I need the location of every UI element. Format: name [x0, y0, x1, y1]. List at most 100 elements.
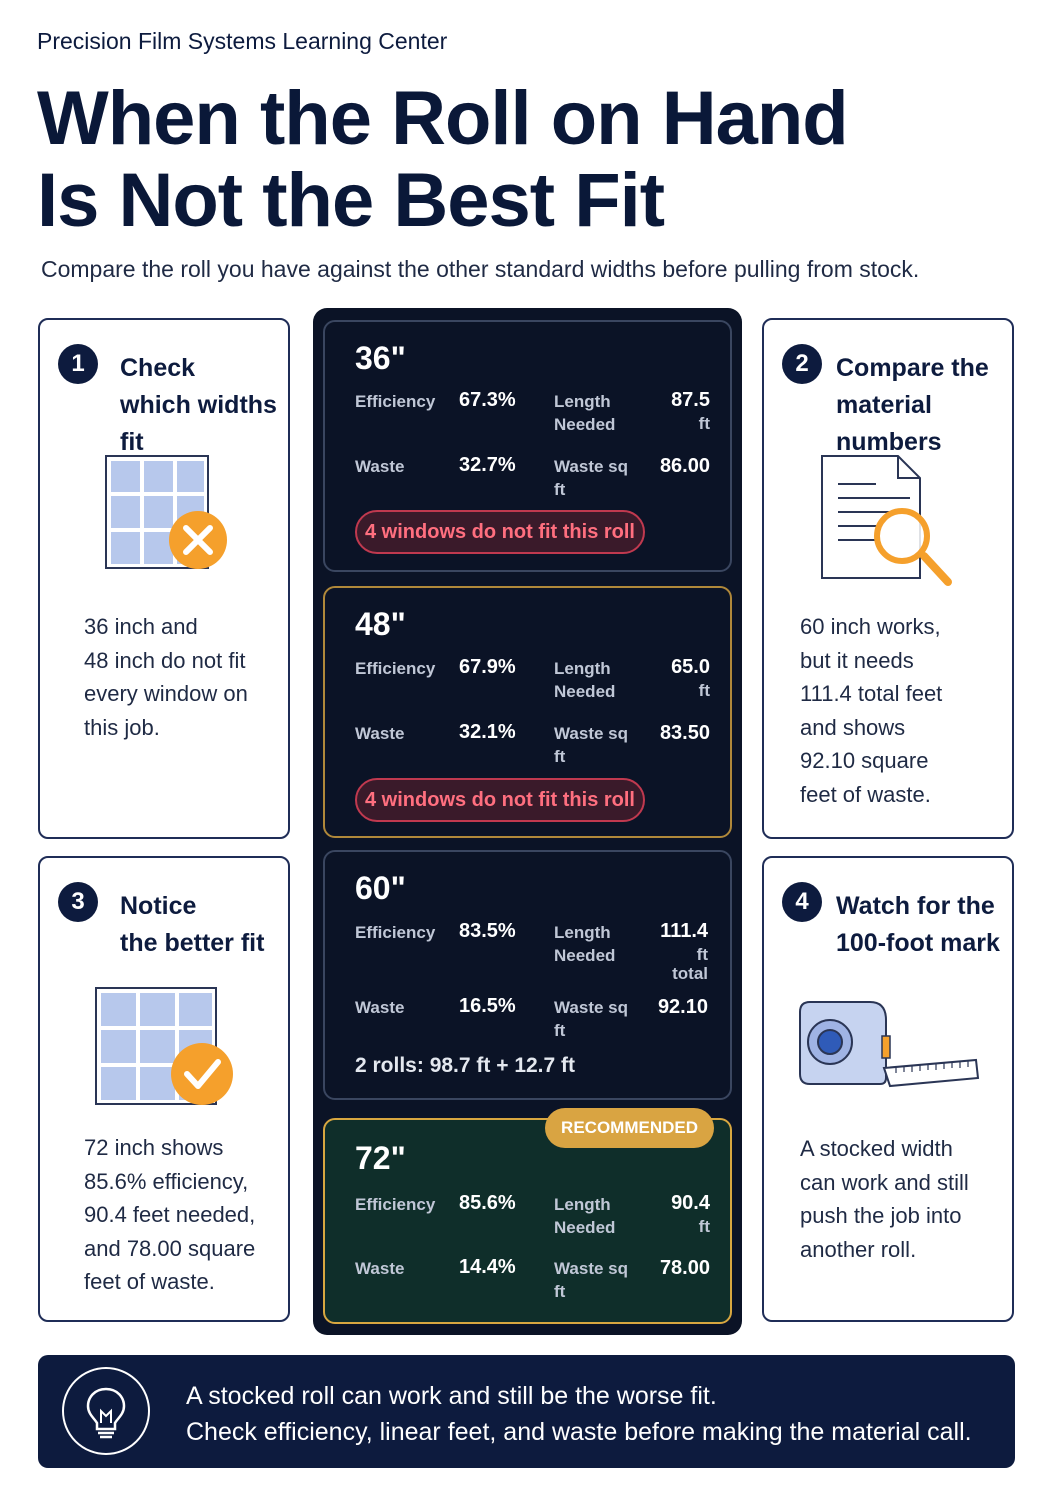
lightbulb-icon	[62, 1367, 150, 1455]
window-grid-check-icon	[94, 986, 240, 1115]
roll-card-36: 36" Efficiency 67.3% Length Needed 87.5 f…	[323, 320, 732, 572]
step-title-line1: Check	[120, 354, 196, 382]
step-description: 60 inch works, but it needs 111.4 total …	[800, 610, 942, 811]
step-title-line2: the better fit	[120, 929, 265, 957]
step-title-line1: Watch for the	[836, 892, 995, 920]
page-title-line2: Is Not the Best Fit	[37, 158, 665, 243]
roll-width: 48"	[355, 606, 406, 642]
step-title: Check which widths fit	[120, 350, 288, 461]
waste-value: 32.7%	[459, 454, 516, 476]
efficiency-label: Efficiency	[355, 1195, 436, 1214]
step-title-line1: Compare the	[836, 354, 989, 382]
page-subtitle: Compare the roll you have against the ot…	[41, 256, 920, 282]
length-value: 65.0	[671, 656, 710, 678]
document-magnifier-icon	[820, 454, 956, 599]
step-text-line: and 78.00 square	[84, 1235, 256, 1261]
takeaway-line2: Check efficiency, linear feet, and waste…	[186, 1418, 972, 1446]
roll-width: 72"	[355, 1140, 406, 1176]
step-text-line: another roll.	[800, 1236, 917, 1262]
roll-card-48: 48" Efficiency 67.9% Length Needed 65.0 f…	[323, 586, 732, 838]
length-label: Length Needed	[554, 392, 616, 434]
waste-sq-label: Waste sq ft	[554, 457, 629, 499]
step-number: 2	[782, 344, 822, 384]
waste-value: 32.1%	[459, 721, 516, 743]
step-number: 1	[58, 344, 98, 384]
length-value: 90.4	[671, 1192, 710, 1214]
step-description: A stocked width can work and still push …	[800, 1132, 969, 1266]
length-value: 111.4	[660, 920, 708, 942]
waste-value: 14.4%	[459, 1256, 516, 1278]
efficiency-value: 67.3%	[459, 389, 516, 411]
step-title: Watch for the 100-foot mark	[836, 888, 1000, 962]
step-card-1: 1 Check which widths fit 36 inch and 48 …	[38, 318, 290, 839]
length-value: 87.5	[671, 389, 710, 411]
waste-label: Waste	[355, 1259, 405, 1278]
step-text-line: 90.4 feet needed,	[84, 1202, 256, 1227]
length-unit: ft	[698, 414, 710, 433]
waste-label: Waste	[355, 998, 405, 1017]
step-card-3: 3 Notice the better fit 72 inch shows 85…	[38, 856, 290, 1322]
length-label: Length Needed	[554, 659, 616, 701]
takeaway-line1: A stocked roll can work and still be the…	[186, 1382, 717, 1410]
waste-label: Waste	[355, 457, 405, 476]
step-text-line: feet of waste.	[84, 1269, 215, 1294]
step-text-line: A stocked width	[800, 1136, 953, 1161]
step-text-line: feet of waste.	[800, 781, 931, 807]
tape-measure-icon	[798, 992, 982, 1109]
step-title-line1: Notice	[120, 892, 197, 920]
org-name: Precision Film Systems Learning Center	[37, 28, 448, 54]
efficiency-value: 83.5%	[459, 920, 516, 942]
step-card-2: 2 Compare the material numbers 60 inch w…	[762, 318, 1014, 839]
window-grid-x-icon	[104, 454, 234, 581]
efficiency-label: Efficiency	[355, 392, 436, 411]
roll-card-72: RECOMMENDED 72" Efficiency 85.6% Length N…	[323, 1108, 732, 1324]
recommended-badge: RECOMMENDED	[545, 1108, 714, 1148]
step-number: 4	[782, 882, 822, 922]
takeaway-text: A stocked roll can work and still be the…	[186, 1378, 972, 1450]
waste-label: Waste	[355, 724, 405, 743]
step-title-line2: which widths fit	[120, 391, 277, 456]
step-number: 3	[58, 882, 98, 922]
waste-sq-value: 86.00	[659, 455, 710, 477]
length-unit-ft: ft	[696, 945, 708, 964]
efficiency-label: Efficiency	[355, 923, 436, 942]
step-text-line: 60 inch works,	[800, 614, 941, 639]
step-text-line: 36 inch and	[84, 614, 198, 639]
efficiency-label: Efficiency	[355, 659, 436, 678]
length-label: Length Needed	[554, 923, 616, 965]
fit-warning-badge: 4 windows do not fit this roll	[355, 778, 645, 822]
step-text-line: push the job into	[800, 1203, 962, 1228]
step-text-line: but it needs	[800, 647, 914, 673]
page-title-line1: When the Roll on Hand	[37, 76, 849, 161]
length-unit: ft total	[672, 945, 708, 983]
step-text-line: every window on	[84, 681, 248, 706]
step-text-line: can work and still	[800, 1169, 969, 1195]
step-text-line: 85.6% efficiency,	[84, 1168, 249, 1194]
roll-width: 60"	[355, 870, 406, 906]
step-title: Compare the material numbers	[836, 350, 1012, 461]
step-description: 72 inch shows 85.6% efficiency, 90.4 fee…	[84, 1131, 255, 1299]
page-title: When the Roll on Hand Is Not the Best Fi…	[37, 76, 849, 243]
efficiency-value: 67.9%	[459, 656, 516, 678]
step-text-line: 111.4 total feet	[800, 681, 943, 706]
roll-width: 36"	[355, 340, 406, 376]
roll-card-60: 60" Efficiency 83.5% Length Needed 111.4 …	[323, 850, 732, 1100]
step-text-line: and shows	[800, 714, 906, 740]
length-unit: ft	[698, 681, 710, 700]
step-title-line2: 100-foot mark	[836, 929, 1000, 957]
roll-comparison-panel: 36" Efficiency 67.3% Length Needed 87.5 f…	[313, 308, 742, 1335]
fit-warning-badge: 4 windows do not fit this roll	[355, 510, 645, 554]
takeaway-banner: A stocked roll can work and still be the…	[38, 1355, 1015, 1468]
step-title-line2: material numbers	[836, 391, 942, 456]
step-description: 36 inch and 48 inch do not fit every win…	[84, 610, 248, 744]
length-label: Length Needed	[554, 1195, 616, 1237]
waste-sq-label: Waste sq ft	[554, 1259, 629, 1301]
roll-split-note: 2 rolls: 98.7 ft + 12.7 ft	[355, 1054, 576, 1077]
step-title: Notice the better fit	[120, 888, 264, 962]
step-card-4: 4 Watch for the 100-foot mark A stocked …	[762, 856, 1014, 1322]
step-text-line: 92.10 square	[800, 748, 929, 773]
waste-sq-label: Waste sq ft	[554, 998, 629, 1040]
step-text-line: 72 inch shows	[84, 1135, 224, 1160]
waste-sq-value: 83.50	[659, 722, 710, 744]
waste-value: 16.5%	[459, 995, 516, 1017]
